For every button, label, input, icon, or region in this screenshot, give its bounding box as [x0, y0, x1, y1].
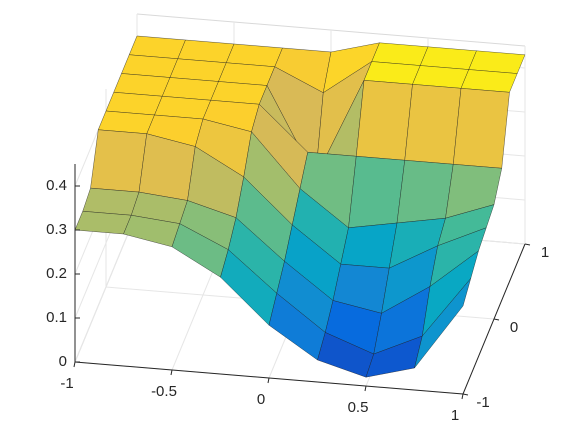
- z-tick-label: 0.4: [46, 177, 67, 194]
- x-tick-label: 1: [451, 407, 459, 424]
- grid-line: [74, 211, 138, 363]
- x-tick-label: -0.5: [151, 383, 177, 400]
- surface-patch: [396, 159, 454, 224]
- x-tick-label: 0: [257, 391, 265, 408]
- x-tick: [461, 393, 464, 400]
- y-tick-label: 0: [510, 319, 518, 336]
- surface-patch: [348, 155, 406, 229]
- y-tick: [493, 318, 500, 321]
- x-tick: [267, 377, 270, 384]
- y-tick: [524, 243, 531, 246]
- surface-patch: [355, 80, 413, 161]
- x-tick: [73, 361, 76, 368]
- x-tick-label: 0.5: [348, 399, 369, 416]
- surface-patch: [414, 278, 471, 369]
- z-tick-label: 0.1: [46, 309, 67, 326]
- surface-patch: [90, 129, 148, 193]
- surface-patch: [404, 84, 462, 165]
- x-tick: [170, 369, 173, 376]
- surface-patch: [452, 88, 510, 169]
- x-tick: [364, 385, 367, 392]
- z-tick-label: 0.3: [46, 221, 67, 238]
- y-tick-label: -1: [476, 394, 489, 411]
- x-tick-label: -1: [60, 375, 73, 392]
- surface-patch: [82, 187, 140, 216]
- z-tick-label: 0.2: [46, 265, 67, 282]
- surface-patch: [340, 222, 398, 269]
- y-tick-label: 1: [541, 244, 549, 261]
- z-tick-label: 0: [59, 353, 67, 370]
- surface-patch: [74, 210, 132, 235]
- y-tick: [462, 393, 469, 396]
